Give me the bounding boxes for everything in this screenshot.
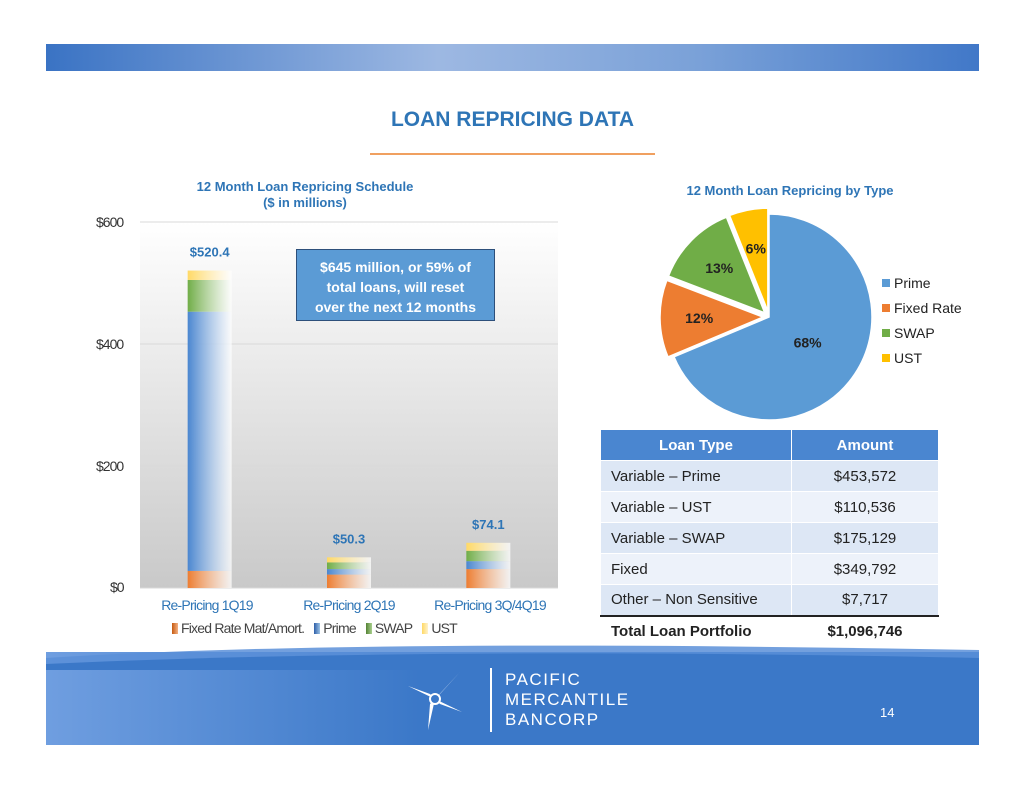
bar-segment bbox=[466, 542, 511, 551]
data-label: $520.4 bbox=[190, 245, 231, 260]
pie-label: 6% bbox=[746, 240, 767, 256]
table-cell: Total Loan Portfolio bbox=[600, 614, 792, 647]
y-tick-label: $200 bbox=[96, 458, 124, 474]
y-tick-label: $400 bbox=[96, 336, 124, 352]
bar-segment bbox=[327, 574, 371, 588]
legend-label: UST bbox=[431, 620, 457, 636]
bar-chart-subtitle: ($ in millions) bbox=[263, 195, 347, 210]
legend-label: Fixed Rate Mat/Amort. bbox=[181, 620, 305, 636]
pie-label: 13% bbox=[705, 260, 734, 276]
bar-segment bbox=[466, 550, 511, 562]
legend-item: UST bbox=[422, 620, 458, 636]
company-logo-icon bbox=[408, 672, 462, 730]
pie-chart-title: 12 Month Loan Repricing by Type bbox=[686, 183, 894, 198]
table-cell: $175,129 bbox=[791, 522, 939, 554]
bar-chart-title-line: 12 Month Loan Repricing Schedule bbox=[196, 179, 414, 194]
column-header: Loan Type bbox=[600, 429, 792, 461]
legend-item: Fixed Rate bbox=[882, 295, 962, 320]
callout-line: total loans, will reset bbox=[326, 279, 465, 295]
legend-item: UST bbox=[882, 345, 962, 370]
table-cell: Variable – UST bbox=[600, 491, 792, 523]
legend-swatch bbox=[314, 622, 321, 634]
callout-box: $645 million, or 59% of total loans, wil… bbox=[296, 249, 495, 321]
footer-wave bbox=[46, 645, 979, 670]
pie-slice bbox=[659, 279, 766, 358]
legend-swatch bbox=[882, 303, 890, 312]
pie-slice bbox=[728, 207, 769, 312]
table-cell: $349,792 bbox=[791, 553, 939, 585]
legend-swatch bbox=[882, 353, 890, 362]
x-tick-label: Re-Pricing 2Q19 bbox=[303, 597, 395, 613]
bar-chart-title: 12 Month Loan Repricing Schedule ($ in m… bbox=[150, 179, 460, 211]
bar-segment bbox=[187, 279, 232, 312]
legend-label: UST bbox=[894, 349, 922, 366]
pie-slice bbox=[673, 213, 873, 421]
legend-label: SWAP bbox=[374, 620, 413, 636]
page-title: LOAN REPRICING DATA bbox=[390, 108, 635, 131]
legend-label: Fixed Rate bbox=[894, 299, 962, 316]
table-row: Other – Non Sensitive $7,717 bbox=[600, 584, 939, 617]
legend-swatch bbox=[882, 328, 890, 337]
callout-line: $645 million, or 59% of bbox=[320, 259, 471, 275]
loan-table: Loan Type Amount Variable – Prime $453,5… bbox=[600, 429, 939, 647]
legend-swatch bbox=[422, 622, 429, 634]
x-tick-label: Re-Pricing 3Q/4Q19 bbox=[434, 597, 546, 613]
legend-item: Fixed Rate Mat/Amort. bbox=[172, 620, 305, 636]
title-underline bbox=[370, 153, 655, 155]
legend-item: Prime bbox=[314, 620, 357, 636]
bar-segment bbox=[327, 562, 371, 570]
table-row: Variable – SWAP $175,129 bbox=[600, 522, 939, 554]
table-row: Variable – Prime $453,572 bbox=[600, 460, 939, 492]
legend-swatch bbox=[882, 278, 890, 287]
table-cell: $1,096,746 bbox=[791, 614, 939, 647]
table-row: Fixed $349,792 bbox=[600, 553, 939, 585]
legend-label: Prime bbox=[894, 274, 931, 291]
bar-segment bbox=[466, 561, 511, 570]
legend-label: SWAP bbox=[894, 324, 935, 341]
header-band bbox=[46, 44, 979, 71]
company-name: PACIFIC MERCANTILE BANCORP bbox=[505, 670, 630, 730]
data-label: $50.3 bbox=[333, 531, 366, 546]
pie-slice bbox=[667, 216, 767, 315]
table-cell: $453,572 bbox=[791, 460, 939, 492]
pie-label: 12% bbox=[685, 310, 714, 326]
legend-item: Prime bbox=[882, 270, 962, 295]
legend-swatch bbox=[365, 622, 372, 634]
table-cell: Fixed bbox=[600, 553, 792, 585]
callout-line: over the next 12 months bbox=[314, 299, 477, 315]
page-number: 14 bbox=[880, 705, 895, 720]
bar-segment bbox=[187, 570, 232, 588]
company-name-line: BANCORP bbox=[505, 710, 600, 729]
pie-legend: Prime Fixed Rate SWAP UST bbox=[882, 270, 962, 370]
y-tick-label: $0 bbox=[110, 579, 125, 595]
legend-item: SWAP bbox=[365, 620, 413, 636]
legend-label: Prime bbox=[323, 620, 356, 636]
bar-segment bbox=[466, 569, 511, 588]
x-tick-label: Re-Pricing 1Q19 bbox=[161, 597, 253, 613]
pie-label: 68% bbox=[794, 335, 823, 351]
bar-legend: Fixed Rate Mat/Amort. Prime SWAP UST bbox=[172, 620, 463, 636]
data-label: $74.1 bbox=[472, 517, 505, 532]
company-name-line: PACIFIC bbox=[505, 670, 582, 689]
legend-item: SWAP bbox=[882, 320, 962, 345]
table-cell: Variable – SWAP bbox=[600, 522, 792, 554]
company-name-line: MERCANTILE bbox=[505, 690, 630, 709]
table-cell: $7,717 bbox=[791, 584, 939, 617]
y-tick-label: $600 bbox=[96, 214, 124, 230]
bar-segment bbox=[187, 311, 232, 571]
bar-segment bbox=[187, 270, 232, 280]
table-total-row: Total Loan Portfolio $1,096,746 bbox=[600, 614, 939, 647]
table-row: Variable – UST $110,536 bbox=[600, 491, 939, 523]
table-cell: Variable – Prime bbox=[600, 460, 792, 492]
logo-divider bbox=[490, 668, 492, 732]
column-header: Amount bbox=[791, 429, 939, 461]
bar-segment bbox=[327, 569, 371, 575]
bar-segment bbox=[327, 557, 371, 563]
table-cell: Other – Non Sensitive bbox=[600, 584, 792, 617]
table-cell: $110,536 bbox=[791, 491, 939, 523]
table-header-row: Loan Type Amount bbox=[600, 429, 939, 461]
legend-swatch bbox=[172, 622, 178, 634]
